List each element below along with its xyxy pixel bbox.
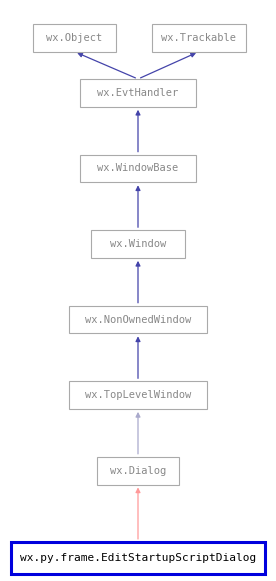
Text: wx.NonOwnedWindow: wx.NonOwnedWindow xyxy=(85,314,191,325)
Text: wx.TopLevelWindow: wx.TopLevelWindow xyxy=(85,390,191,400)
FancyBboxPatch shape xyxy=(69,306,207,333)
FancyBboxPatch shape xyxy=(91,230,185,258)
FancyBboxPatch shape xyxy=(80,155,196,182)
Text: wx.py.frame.EditStartupScriptDialog: wx.py.frame.EditStartupScriptDialog xyxy=(20,553,256,563)
FancyBboxPatch shape xyxy=(69,381,207,409)
Text: wx.Trackable: wx.Trackable xyxy=(161,33,236,43)
FancyBboxPatch shape xyxy=(80,79,196,107)
FancyBboxPatch shape xyxy=(33,24,116,52)
Text: wx.WindowBase: wx.WindowBase xyxy=(97,163,179,174)
FancyBboxPatch shape xyxy=(152,24,246,52)
FancyBboxPatch shape xyxy=(97,457,179,485)
Text: wx.EvtHandler: wx.EvtHandler xyxy=(97,88,179,98)
FancyBboxPatch shape xyxy=(11,541,265,574)
Text: wx.Dialog: wx.Dialog xyxy=(110,465,166,476)
Text: wx.Object: wx.Object xyxy=(46,33,103,43)
Text: wx.Window: wx.Window xyxy=(110,239,166,249)
